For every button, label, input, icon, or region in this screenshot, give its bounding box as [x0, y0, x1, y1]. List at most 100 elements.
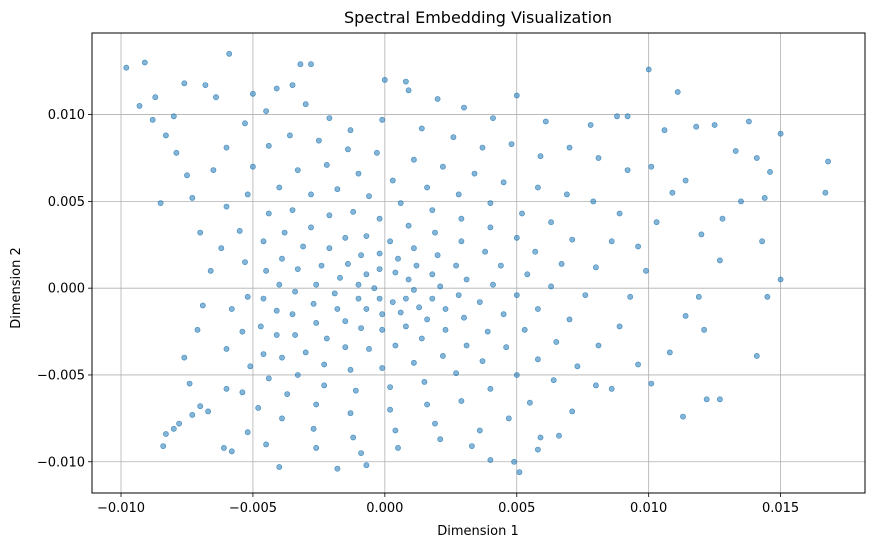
- scatter-point: [355, 281, 362, 288]
- grid-lines: [92, 33, 865, 493]
- scatter-point: [421, 378, 428, 385]
- scatter-point: [410, 245, 417, 252]
- scatter-point: [363, 271, 370, 278]
- scatter-point: [337, 274, 343, 281]
- scatter-points: [123, 50, 831, 476]
- scatter-point: [323, 161, 330, 168]
- scatter-point: [566, 316, 573, 323]
- scatter-point: [389, 299, 396, 305]
- scatter-point: [257, 323, 264, 330]
- scatter-point: [616, 323, 623, 330]
- scatter-point: [463, 342, 470, 349]
- scatter-point: [703, 396, 710, 403]
- scatter-point: [223, 203, 230, 210]
- scatter-point: [279, 354, 285, 361]
- scatter-point: [157, 200, 164, 206]
- scatter-point: [162, 132, 169, 139]
- scatter-point: [624, 167, 631, 173]
- scatter-point: [213, 94, 219, 101]
- scatter-point: [244, 191, 251, 198]
- y-tick-label: 0.000: [48, 282, 85, 297]
- scatter-point: [210, 167, 217, 173]
- scatter-point: [505, 415, 512, 422]
- scatter-point: [265, 375, 272, 382]
- scatter-point: [294, 372, 301, 378]
- scatter-point: [197, 403, 204, 410]
- scatter-point: [347, 127, 354, 134]
- scatter-point: [432, 229, 438, 236]
- scatter-point: [542, 118, 549, 125]
- scatter-point: [350, 208, 357, 215]
- scatter-point: [490, 281, 496, 288]
- scatter-point: [537, 153, 544, 160]
- scatter-point: [284, 391, 291, 397]
- scatter-point: [701, 326, 707, 333]
- scatter-point: [397, 309, 404, 316]
- scatter-point: [497, 262, 504, 269]
- scatter-point: [717, 396, 723, 403]
- scatter-point: [376, 215, 383, 222]
- scatter-point: [176, 420, 182, 427]
- scatter-point: [342, 234, 349, 241]
- scatter-point: [342, 318, 349, 325]
- scatter-point: [566, 144, 573, 151]
- chart-title: Spectral Embedding Visualization: [344, 8, 612, 27]
- scatter-point: [352, 387, 359, 394]
- scatter-point: [429, 207, 436, 213]
- scatter-point: [294, 266, 301, 272]
- scatter-point: [197, 229, 204, 236]
- x-tick-label: −0.005: [229, 501, 277, 516]
- scatter-point: [453, 370, 459, 377]
- scatter-point: [276, 281, 283, 288]
- scatter-point: [513, 372, 520, 378]
- scatter-point: [645, 66, 652, 73]
- scatter-point: [279, 255, 285, 262]
- scatter-point: [418, 125, 425, 132]
- scatter-point: [643, 267, 649, 274]
- scatter-point: [347, 410, 354, 417]
- scatter-point: [418, 335, 425, 342]
- y-tick-label: 0.010: [48, 108, 85, 123]
- scatter-point: [761, 194, 768, 201]
- scatter-point: [392, 342, 399, 349]
- scatter-point: [424, 401, 430, 408]
- scatter-point: [181, 354, 188, 361]
- scatter-point: [482, 248, 488, 255]
- scatter-point: [366, 345, 372, 352]
- scatter-point: [249, 163, 256, 170]
- scatter-point: [350, 434, 357, 441]
- scatter-point: [313, 319, 320, 326]
- scatter-point: [366, 193, 372, 200]
- scatter-point: [777, 276, 784, 283]
- scatter-point: [279, 415, 285, 422]
- scatter-point: [395, 255, 401, 262]
- scatter-point: [487, 385, 494, 392]
- scatter-point: [442, 326, 449, 333]
- scatter-point: [402, 78, 409, 85]
- scatter-point: [207, 267, 214, 274]
- scatter-point: [608, 385, 615, 392]
- scatter-point: [273, 307, 280, 314]
- scatter-point: [236, 227, 243, 234]
- scatter-point: [627, 293, 634, 300]
- scatter-point: [220, 444, 227, 451]
- scatter-point: [170, 425, 177, 432]
- scatter-point: [358, 252, 364, 259]
- scatter-point: [550, 377, 557, 384]
- scatter-point: [392, 269, 399, 276]
- scatter-point: [746, 118, 752, 125]
- x-tick-label: 0.015: [762, 501, 799, 516]
- axis-ticks: −0.010 −0.005 0.000 0.005 0.010 0.015 −0.010 −0…: [37, 108, 799, 516]
- scatter-point: [429, 271, 436, 278]
- scatter-point: [682, 312, 689, 319]
- scatter-point: [363, 462, 370, 469]
- scatter-point: [387, 384, 393, 390]
- scatter-point: [524, 271, 531, 278]
- scatter-point: [239, 328, 246, 335]
- scatter-point: [255, 404, 262, 411]
- scatter-point: [535, 446, 541, 453]
- scatter-point: [500, 179, 507, 186]
- scatter-point: [521, 326, 528, 333]
- scatter-point: [410, 286, 417, 293]
